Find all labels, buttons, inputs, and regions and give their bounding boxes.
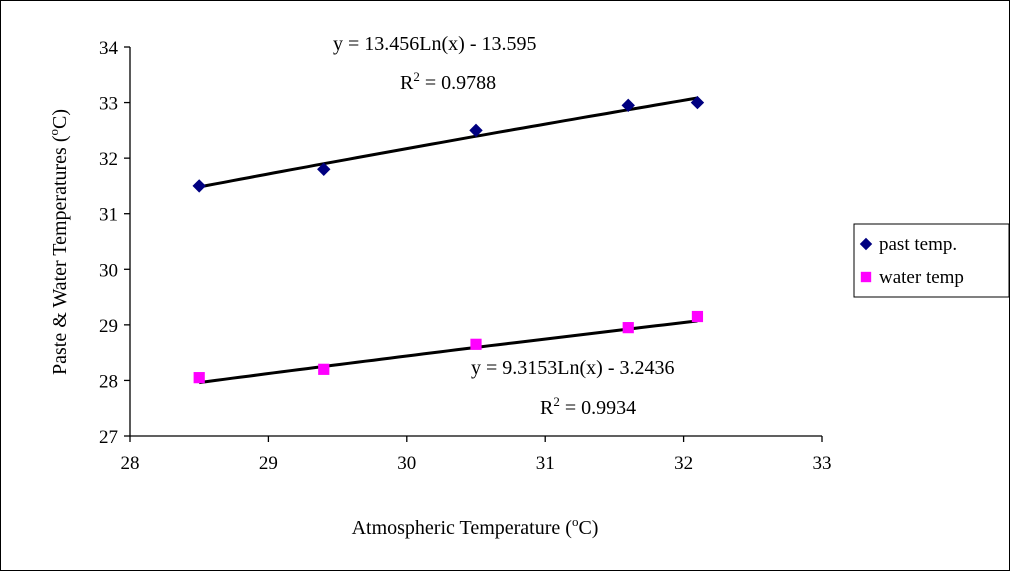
data-point-past-temp [690,95,705,110]
x-tick-label: 29 [259,453,278,474]
r2-past-temp-value: = 0.9788 [420,72,496,94]
data-point-water-temp [193,372,205,384]
x-axis-label-tail: C) [578,517,598,539]
data-point-past-temp [621,98,635,113]
x-axis-label: Atmospheric Temperature (oC) [352,514,599,539]
x-tick-label: 28 [121,453,140,474]
x-tick-label: 31 [536,453,555,474]
y-axis-label-tail: C) [49,109,71,129]
y-axis-label-text: Paste & Water Temperatures ( [49,135,71,375]
trendlines [198,96,698,385]
y-tick-label: 34 [99,38,119,59]
data-point-past-temp [469,123,483,138]
y-tick-label: 31 [99,205,118,226]
legend-label-past-temp: past temp. [879,234,957,255]
data-point-water-temp [622,322,634,334]
data-point-past-temp [192,179,206,193]
r2-water-temp-prefix: R [540,397,554,419]
trendline-past-temp [198,96,698,189]
y-tick-label: 27 [99,427,118,448]
x-tick-label: 30 [397,453,416,474]
data-point-water-temp [318,363,330,375]
y-axis-label: Paste & Water Temperatures (oC) [46,109,71,375]
r2-water-temp-sup: 2 [553,394,560,409]
legend-label-water-temp: water temp [879,267,964,288]
y-tick-label: 28 [99,371,118,392]
data-point-water-temp [470,338,482,350]
y-tick-label: 32 [99,149,118,170]
equation-water-temp: y = 9.3153Ln(x) - 3.2436 [471,357,674,379]
y-tick-label: 30 [99,260,118,281]
equation-past-temp: y = 13.456Ln(x) - 13.595 [333,33,536,55]
legend-marker-diamond [859,237,873,251]
y-tick-label: 33 [99,94,118,115]
legend-marker-water-temp [860,271,872,283]
trendline-water-temp [199,319,698,385]
r2-past-temp: R2 = 0.9788 [400,69,496,94]
legend-marker-square [860,271,872,283]
y-axis-label-sup: o [46,129,61,136]
data-points [192,95,705,384]
x-tick-label: 32 [674,453,693,474]
r2-water-temp: R2 = 0.9934 [540,394,636,419]
legend: past temp. water temp [853,223,1010,298]
legend-marker-past-temp [859,237,873,251]
r2-past-temp-sup: 2 [413,69,420,84]
y-ticks: 27 28 29 30 31 32 33 34 [99,38,130,448]
data-point-past-temp [317,162,331,176]
x-axis-label-sup: o [572,514,579,529]
legend-box [853,223,1010,298]
x-axis-label-text: Atmospheric Temperature ( [352,517,573,539]
r2-past-temp-prefix: R [400,72,414,94]
r2-water-temp-value: = 0.9934 [560,397,636,419]
x-tick-label: 33 [813,453,832,474]
x-ticks: 28 29 30 31 32 33 [121,436,832,474]
data-point-water-temp [691,310,704,323]
y-tick-label: 29 [99,316,118,337]
